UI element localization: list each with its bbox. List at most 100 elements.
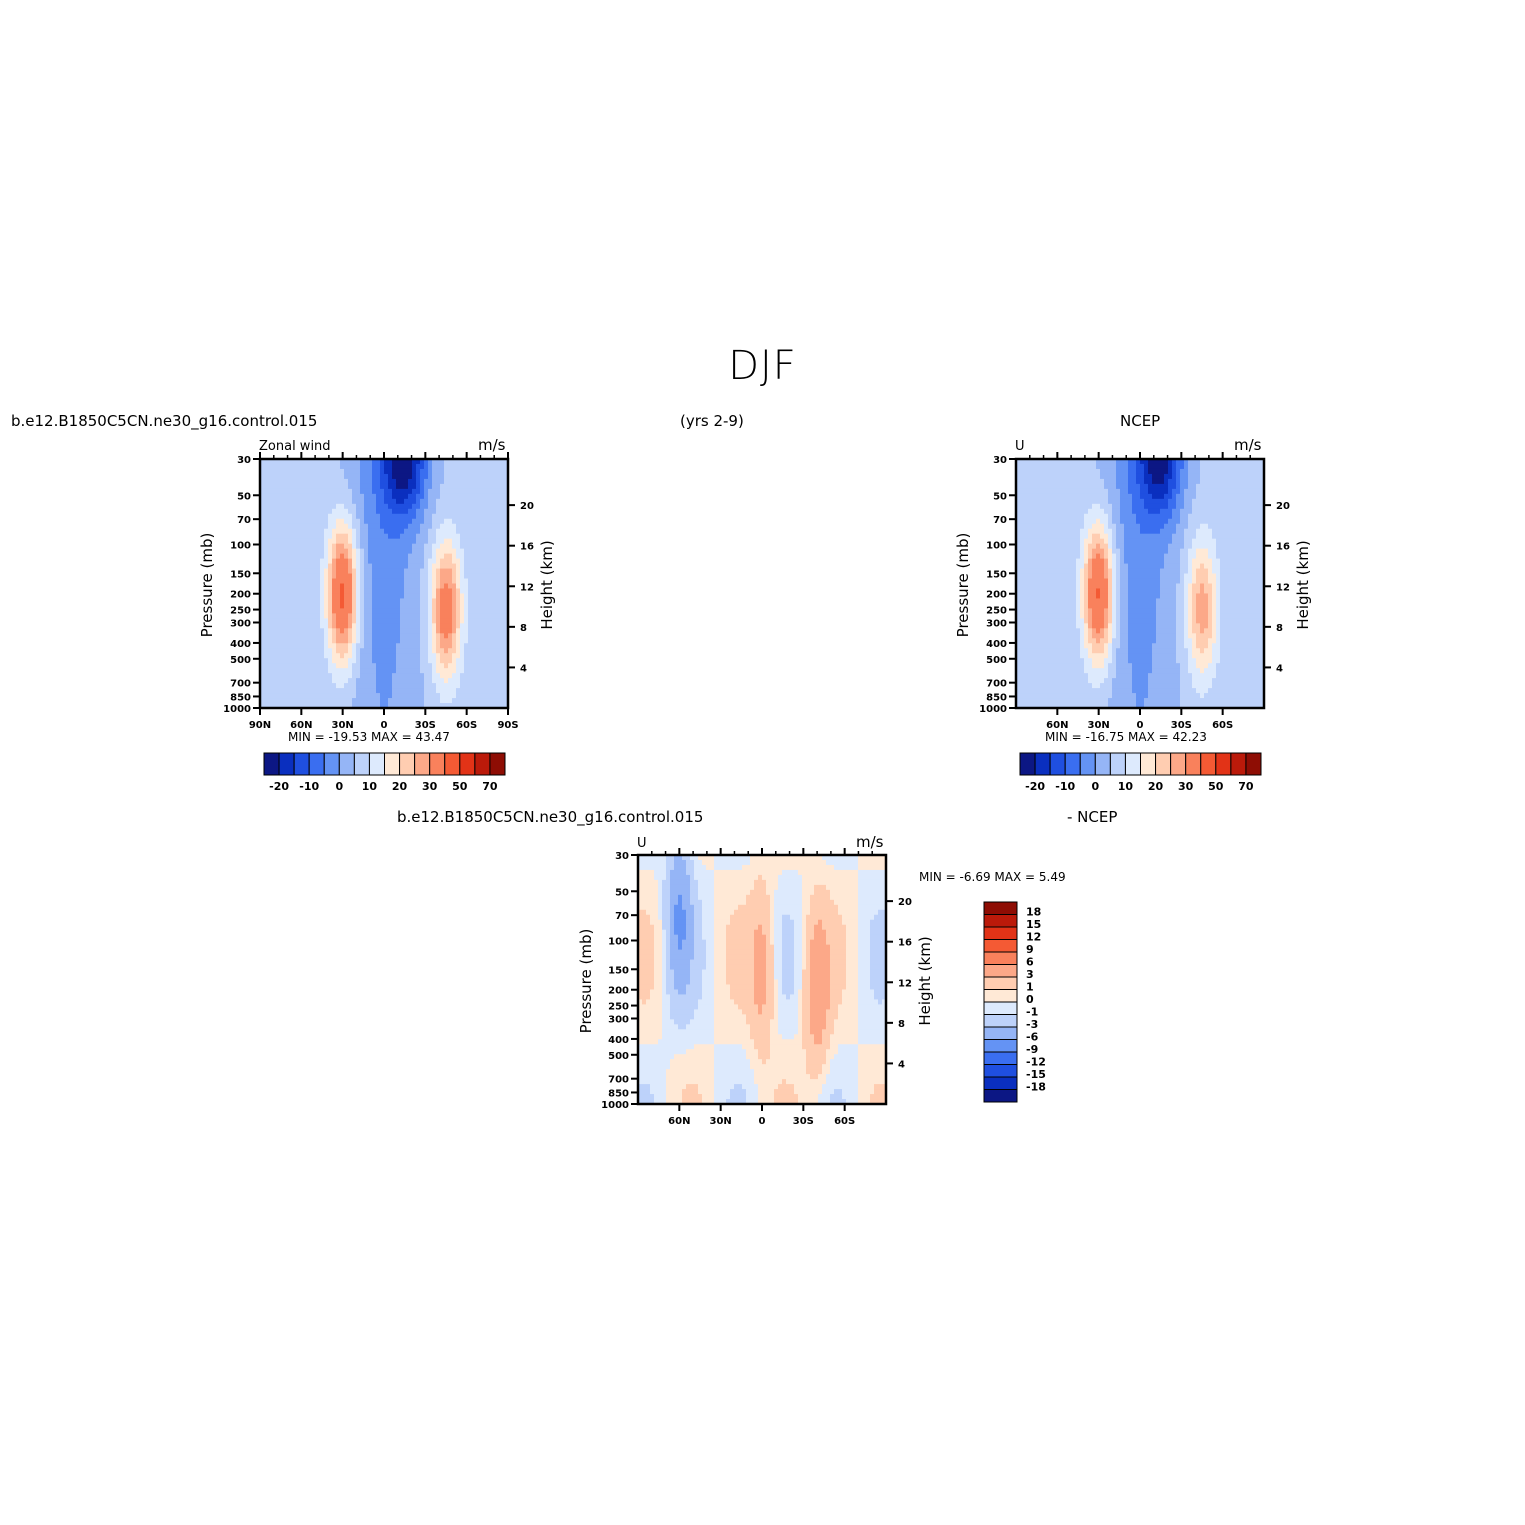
model-colorbar-label: 10 <box>362 780 378 793</box>
obs-colorbar-swatch <box>1140 752 1157 776</box>
model-x-tick-label: 90N <box>249 720 271 731</box>
model-y2-tick-label: 20 <box>520 501 534 512</box>
obs-y-tick-label: 30 <box>993 455 1007 466</box>
obs-colorbar-label: 0 <box>1091 780 1099 793</box>
obs-y2-tick-label: 16 <box>1276 542 1290 553</box>
obs-colorbar-label: 70 <box>1238 780 1254 793</box>
model-colorbar-swatch <box>323 752 340 776</box>
obs-colorbar-swatch <box>1019 752 1036 776</box>
diff-colorbar-swatch <box>983 901 1018 915</box>
diff-colorbar-label: -3 <box>1026 1018 1038 1031</box>
diff-colorbar-label: 1 <box>1026 981 1034 994</box>
obs-y-tick-label: 500 <box>986 655 1007 666</box>
obs-colorbar-swatch <box>1215 752 1232 776</box>
model-colorbar-swatch <box>474 752 491 776</box>
model-y-tick-label: 1000 <box>223 704 251 715</box>
model-y-tick-label: 400 <box>230 639 251 650</box>
diff-title-left: b.e12.B1850C5CN.ne30_g16.control.015 <box>397 808 704 826</box>
obs-y-tick-label: 700 <box>986 679 1007 690</box>
diff-colorbar-swatch <box>983 1089 1018 1103</box>
diff-y2-tick-label: 16 <box>898 938 912 949</box>
diff-y-tick-label: 850 <box>608 1088 629 1099</box>
model-x-tick-label: 60N <box>290 720 312 731</box>
obs-colorbar-label: -10 <box>1055 780 1075 793</box>
model-colorbar-swatch <box>278 752 295 776</box>
obs-x-tick-label: 30S <box>1171 720 1192 731</box>
diff-colorbar-label: 9 <box>1026 943 1034 956</box>
diff-x-tick-label: 30N <box>710 1116 732 1127</box>
model-colorbar-swatch <box>338 752 355 776</box>
diff-colorbar-swatch <box>983 1039 1018 1053</box>
diff-field-cells <box>638 855 887 1105</box>
model-colorbar-swatch <box>399 752 416 776</box>
model-units: m/s <box>478 436 506 454</box>
model-colorbar-swatch <box>308 752 325 776</box>
model-y2-label: Height (km) <box>538 540 556 629</box>
diff-y2-tick-label: 8 <box>898 1019 905 1030</box>
model-colorbar-swatch <box>353 752 370 776</box>
diff-colorbar-swatch <box>983 1001 1018 1015</box>
obs-field-cells <box>1016 459 1265 709</box>
model-y-tick-label: 70 <box>237 515 251 526</box>
diff-colorbar-swatch <box>983 964 1018 978</box>
model-x-tick-label: 30S <box>415 720 436 731</box>
diff-colorbar-swatch <box>983 1051 1018 1065</box>
obs-y-tick-label: 70 <box>993 515 1007 526</box>
diff-colorbar-swatch <box>983 1014 1018 1028</box>
model-x-tick-label: 90S <box>497 720 518 731</box>
diff-x-tick-label: 60N <box>668 1116 690 1127</box>
obs-y-tick-label: 250 <box>986 606 1007 617</box>
model-y2-tick-label: 4 <box>520 663 527 674</box>
model-colorbar-swatch <box>429 752 446 776</box>
obs-colorbar-label: 10 <box>1118 780 1134 793</box>
diff-colorbar-label: -1 <box>1026 1006 1038 1019</box>
model-x-tick-label: 0 <box>381 720 388 731</box>
diff-colorbar-swatch <box>983 914 1018 928</box>
diff-units: m/s <box>856 833 884 851</box>
obs-x-tick-label: 60N <box>1046 720 1068 731</box>
diff-title-right: - NCEP <box>1067 808 1118 826</box>
model-colorbar-swatch <box>293 752 310 776</box>
diff-colorbar-swatch <box>983 1076 1018 1090</box>
diff-y-tick-label: 400 <box>608 1035 629 1046</box>
model-colorbar-swatch <box>368 752 385 776</box>
model-field-cells <box>260 459 509 709</box>
diff-y-tick-label: 500 <box>608 1051 629 1062</box>
diff-y2-label: Height (km) <box>916 936 934 1025</box>
obs-colorbar-swatch <box>1170 752 1187 776</box>
obs-y2-tick-label: 4 <box>1276 663 1283 674</box>
obs-colorbar-swatch <box>1230 752 1247 776</box>
diff-colorbar-label: 15 <box>1026 918 1041 931</box>
diff-y-tick-label: 50 <box>615 887 629 898</box>
diff-y-tick-label: 150 <box>608 965 629 976</box>
diff-colorbar-label: -12 <box>1026 1056 1046 1069</box>
diff-min-max: MIN = -6.69 MAX = 5.49 <box>919 870 1066 884</box>
diff-colorbar-swatch <box>983 926 1018 940</box>
obs-y2-label: Height (km) <box>1294 540 1312 629</box>
diff-y-tick-label: 30 <box>615 851 629 862</box>
diff-y-tick-label: 70 <box>615 911 629 922</box>
obs-y2-tick-label: 8 <box>1276 623 1283 634</box>
obs-colorbar-swatch <box>1034 752 1051 776</box>
model-x-tick-label: 60S <box>456 720 477 731</box>
model-y-tick-label: 700 <box>230 679 251 690</box>
model-y-tick-label: 850 <box>230 692 251 703</box>
diff-panel-svg: Pressure (mb) Height (km) 30507010015020… <box>577 848 1046 1127</box>
diff-colorbar-label: -18 <box>1026 1081 1046 1094</box>
obs-colorbar-swatch <box>1185 752 1202 776</box>
model-y-tick-label: 30 <box>237 455 251 466</box>
obs-colorbar-swatch <box>1155 752 1172 776</box>
diff-colorbar-swatch <box>983 951 1018 965</box>
model-y-tick-label: 200 <box>230 590 251 601</box>
model-y-tick-label: 100 <box>230 540 251 551</box>
model-colorbar-label: 70 <box>482 780 498 793</box>
obs-colorbar-swatch <box>1109 752 1126 776</box>
diff-colorbar-swatch <box>983 976 1018 990</box>
diff-colorbar-label: 0 <box>1026 993 1034 1006</box>
obs-colorbar-swatch <box>1124 752 1141 776</box>
diff-colorbar-label: 18 <box>1026 906 1041 919</box>
model-colorbar-label: -20 <box>269 780 289 793</box>
model-y-tick-label: 50 <box>237 491 251 502</box>
obs-colorbar-swatch <box>1200 752 1217 776</box>
model-colorbar-swatch <box>489 752 506 776</box>
